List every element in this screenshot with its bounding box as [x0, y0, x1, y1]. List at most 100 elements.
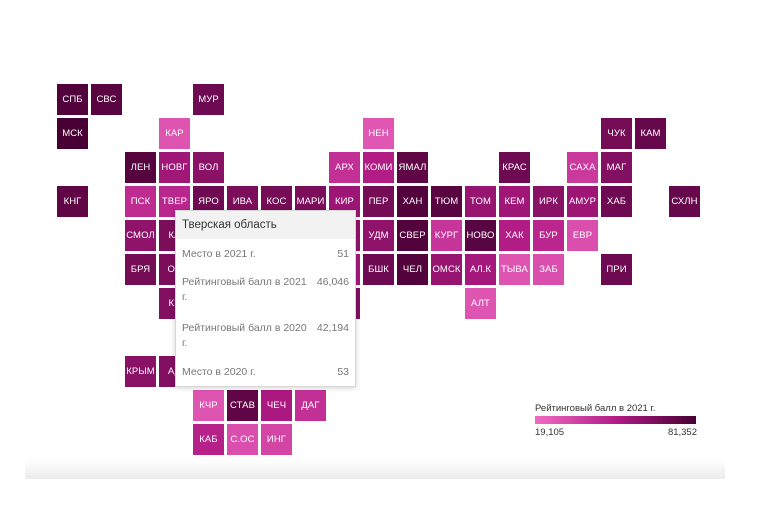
- region-tile-label: ЯРО: [198, 196, 219, 207]
- region-tile[interactable]: ЧУК: [601, 118, 632, 149]
- region-tile[interactable]: СВЕР: [397, 220, 428, 251]
- region-tile[interactable]: НЕН: [363, 118, 394, 149]
- legend-gradient-bar: [535, 416, 696, 424]
- region-tile-label: ЧЕЧ: [266, 400, 287, 411]
- region-tile[interactable]: БРЯ: [125, 254, 156, 285]
- region-tile-label: ПЕР: [368, 196, 389, 207]
- region-tile[interactable]: ЗАБ: [533, 254, 564, 285]
- region-tile[interactable]: КЧР: [193, 390, 224, 421]
- tooltip-label: Рейтинговый балл в 2021 г.: [182, 276, 307, 303]
- region-tile[interactable]: ЧЕЧ: [261, 390, 292, 421]
- region-tile[interactable]: СПБ: [57, 84, 88, 115]
- region-tile[interactable]: НОВО: [465, 220, 496, 251]
- region-tile-label: АМУР: [568, 196, 597, 207]
- region-tile-label: ИВА: [232, 196, 253, 207]
- region-tile-label: КАМ: [640, 128, 661, 139]
- region-tile-label: КЕМ: [504, 196, 525, 207]
- region-tile-label: ЕВР: [572, 230, 593, 241]
- region-tile-label: АЛ.К: [469, 264, 492, 275]
- region-tile[interactable]: ТОМ: [465, 186, 496, 217]
- region-tile-label: НОВГ: [161, 162, 188, 173]
- region-tile[interactable]: АЛТ: [465, 288, 496, 319]
- region-tile-label: ВОЛ: [198, 162, 219, 173]
- region-tile[interactable]: КРАС: [499, 152, 530, 183]
- region-tile-label: СХЛН: [671, 196, 698, 207]
- region-tile[interactable]: ЛЕН: [125, 152, 156, 183]
- region-tile[interactable]: ИНГ: [261, 424, 292, 455]
- region-tile[interactable]: ЕВР: [567, 220, 598, 251]
- region-tile[interactable]: ВОЛ: [193, 152, 224, 183]
- region-tile-label: КРЫМ: [126, 366, 155, 377]
- region-tile[interactable]: СТАВ: [227, 390, 258, 421]
- region-tile-label: ЧЕЛ: [402, 264, 423, 275]
- region-tile[interactable]: САХА: [567, 152, 598, 183]
- region-tile[interactable]: АМУР: [567, 186, 598, 217]
- legend-min-label: 19,105: [535, 427, 565, 438]
- region-tile[interactable]: ДАГ: [295, 390, 326, 421]
- region-tile-label: ИНГ: [266, 434, 287, 445]
- region-tile-label: КЧР: [199, 400, 218, 411]
- region-tile[interactable]: ХАН: [397, 186, 428, 217]
- region-tile-label: ПСК: [130, 196, 151, 207]
- region-tile-label: БШК: [368, 264, 389, 275]
- region-tile[interactable]: МАГ: [601, 152, 632, 183]
- region-tile-label: СВЕР: [399, 230, 426, 241]
- region-tile[interactable]: МСК: [57, 118, 88, 149]
- region-tile-label: МАРИ: [296, 196, 325, 207]
- region-tile[interactable]: КАМ: [635, 118, 666, 149]
- region-tile-label: ТВЕР: [161, 196, 188, 207]
- region-tile-label: СТАВ: [229, 400, 256, 411]
- region-tile[interactable]: ПСК: [125, 186, 156, 217]
- region-tile-label: ТЫВА: [501, 264, 528, 275]
- region-tile[interactable]: ПЕР: [363, 186, 394, 217]
- region-tile[interactable]: УДМ: [363, 220, 394, 251]
- region-tile[interactable]: ОМСК: [431, 254, 462, 285]
- region-tile[interactable]: АРХ: [329, 152, 360, 183]
- tooltip-value: 42,194: [316, 322, 349, 334]
- region-tile-label: ПРИ: [606, 264, 627, 275]
- region-tile[interactable]: КЕМ: [499, 186, 530, 217]
- region-tile[interactable]: БУР: [533, 220, 564, 251]
- region-tile-label: ТОМ: [470, 196, 491, 207]
- region-tile[interactable]: СМОЛ: [125, 220, 156, 251]
- region-tile[interactable]: ХАБ: [601, 186, 632, 217]
- region-tile[interactable]: КАР: [159, 118, 190, 149]
- region-tile-label: АЛТ: [471, 298, 490, 309]
- bottom-scroll-shadow: [25, 459, 725, 479]
- region-tile[interactable]: ЯМАЛ: [397, 152, 428, 183]
- region-tile[interactable]: БШК: [363, 254, 394, 285]
- region-tile[interactable]: КНГ: [57, 186, 88, 217]
- region-tile-label: ЧУК: [607, 128, 626, 139]
- region-tile[interactable]: СХЛН: [669, 186, 700, 217]
- region-tile[interactable]: КУРГ: [431, 220, 462, 251]
- region-tile-label: МСК: [62, 128, 83, 139]
- region-tile-label: КАБ: [199, 434, 218, 445]
- region-tile[interactable]: НОВГ: [159, 152, 190, 183]
- region-tile[interactable]: ПРИ: [601, 254, 632, 285]
- tooltip-value: 51: [337, 248, 349, 260]
- region-tile-label: НЕН: [368, 128, 389, 139]
- region-tile[interactable]: КРЫМ: [125, 356, 156, 387]
- region-tile-label: УДМ: [368, 230, 389, 241]
- region-tile-label: СВС: [96, 94, 117, 105]
- region-tile[interactable]: ЧЕЛ: [397, 254, 428, 285]
- region-tile[interactable]: ТЮМ: [431, 186, 462, 217]
- region-tile[interactable]: ХАК: [499, 220, 530, 251]
- region-tile-label: МАГ: [606, 162, 627, 173]
- region-tile[interactable]: МУР: [193, 84, 224, 115]
- region-tile[interactable]: КОМИ: [363, 152, 394, 183]
- tooltip-value: 46,046: [316, 276, 349, 288]
- region-tile[interactable]: ИРК: [533, 186, 564, 217]
- region-tile-label: ОМСК: [432, 264, 461, 275]
- region-tile[interactable]: АЛ.К: [465, 254, 496, 285]
- tooltip-title: Тверская область: [176, 211, 355, 239]
- region-tile-label: НОВО: [466, 230, 495, 241]
- region-tile[interactable]: С.ОС: [227, 424, 258, 455]
- legend-title: Рейтинговый балл в 2021 г.: [535, 403, 656, 414]
- region-tile[interactable]: КАБ: [193, 424, 224, 455]
- region-tile-label: БУР: [539, 230, 558, 241]
- region-tile[interactable]: ТЫВА: [499, 254, 530, 285]
- region-tile[interactable]: СВС: [91, 84, 122, 115]
- region-tile-label: ХАН: [402, 196, 423, 207]
